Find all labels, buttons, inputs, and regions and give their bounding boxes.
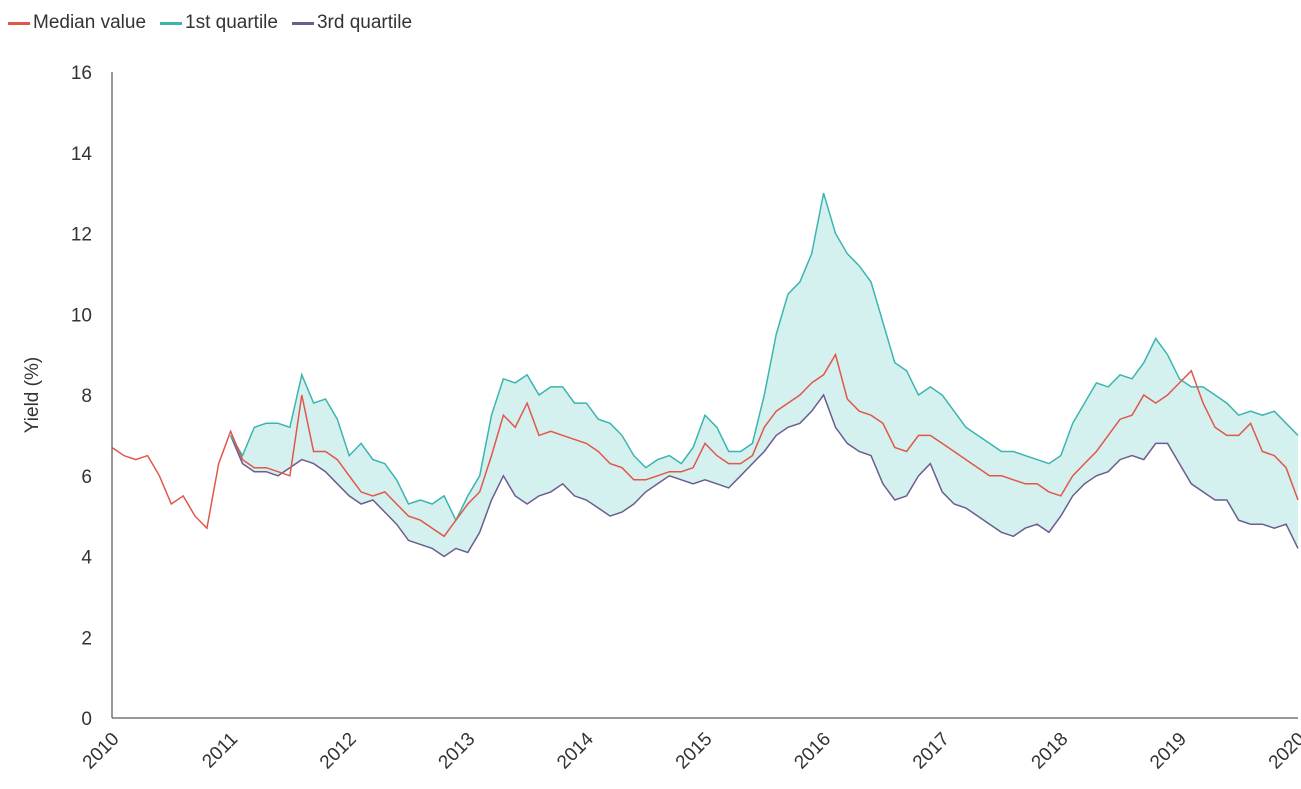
x-tick-label: 2018 (1028, 729, 1073, 774)
x-tick-label: 2014 (553, 728, 598, 773)
x-tick-label: 2011 (198, 729, 242, 773)
y-axis-label: Yield (%) (22, 357, 43, 433)
quartile-band (230, 193, 1299, 557)
legend-item: Median value (8, 12, 146, 34)
x-tick-label: 2016 (790, 729, 835, 774)
x-tick-label: 2020 (1265, 729, 1301, 774)
legend: Median value 1st quartile 3rd quartile (8, 12, 412, 34)
x-tick-label: 2015 (672, 729, 717, 774)
y-tick-label: 14 (71, 144, 93, 165)
legend-swatch (160, 21, 183, 25)
x-tick-label: 2019 (1146, 729, 1191, 774)
legend-swatch (8, 21, 30, 25)
series-line (111, 352, 1299, 538)
x-tick-label: 2012 (316, 729, 361, 774)
y-tick-label: 4 (81, 548, 92, 569)
y-tick-label: 8 (81, 386, 92, 407)
x-tick-label: 2017 (909, 729, 954, 774)
y-tick-label: 10 (71, 305, 92, 326)
x-tick-label: 2013 (435, 729, 480, 774)
series-line (229, 393, 1299, 558)
legend-label: 3rd quartile (316, 12, 413, 33)
y-tick-label: 0 (81, 709, 92, 730)
legend-item: 1st quartile (160, 12, 278, 34)
y-tick-label: 2 (81, 628, 92, 649)
y-tick-label: 16 (71, 63, 92, 84)
x-tick-label: 2010 (79, 729, 124, 774)
y-tick-label: 12 (71, 225, 92, 246)
legend-label: 1st quartile (185, 12, 278, 33)
series-line (229, 192, 1299, 522)
y-tick-label: 6 (81, 467, 92, 488)
legend-label: Median value (33, 12, 147, 33)
legend-item: 3rd quartile (291, 12, 413, 34)
legend-swatch (291, 21, 314, 25)
